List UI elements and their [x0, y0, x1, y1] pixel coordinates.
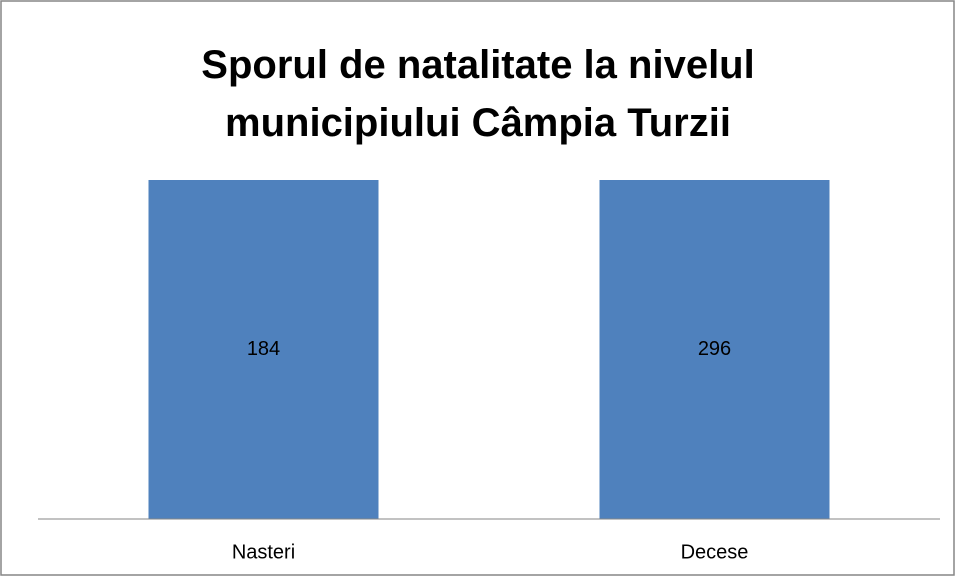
- data-label: 296: [698, 338, 731, 360]
- x-tick-label: Decese: [681, 541, 749, 563]
- x-tick-label: Nasteri: [232, 541, 295, 563]
- bar: [599, 180, 830, 519]
- chart-title: Sporul de natalitate la nivelul municipi…: [201, 43, 755, 145]
- bar: [148, 180, 379, 519]
- data-label: 184: [247, 338, 280, 360]
